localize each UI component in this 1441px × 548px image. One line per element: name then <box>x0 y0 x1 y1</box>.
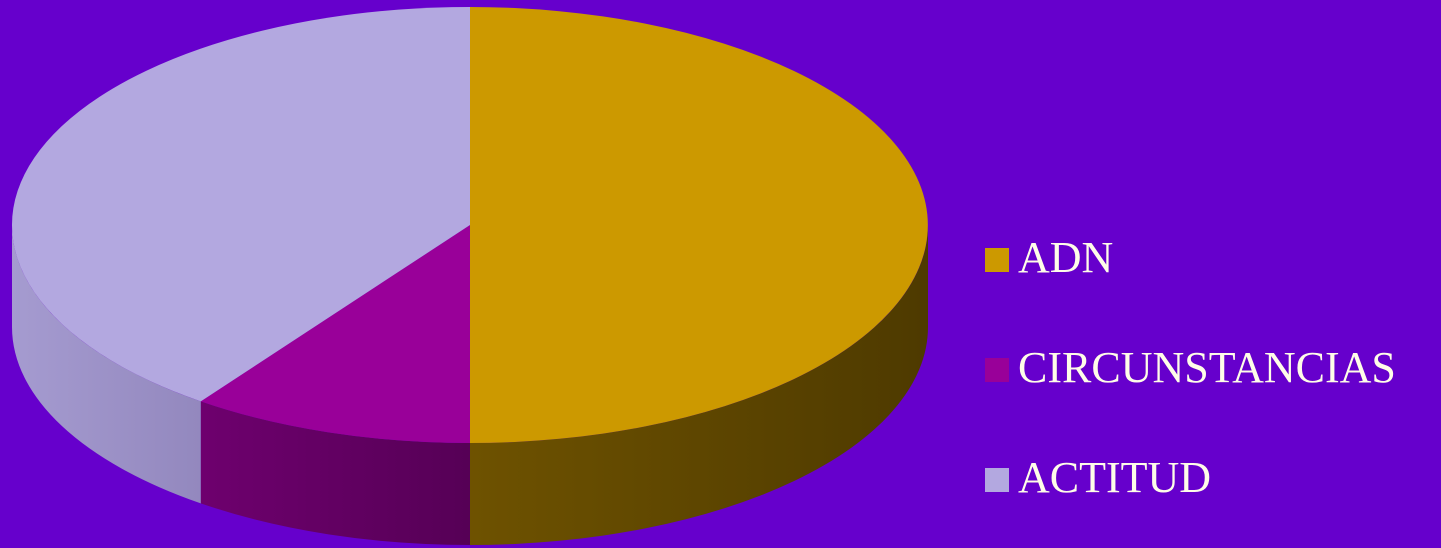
legend-label-adn: ADN <box>1018 233 1114 282</box>
legend-swatch-actitud <box>985 468 1009 492</box>
pie-slice-actitud <box>11 6 471 402</box>
pie-side-adn <box>470 225 928 545</box>
legend-swatch-circunstancias <box>985 358 1009 382</box>
legend: ADN CIRCUNSTANCIAS ACTITUD <box>985 228 1435 548</box>
pie-sides <box>11 225 928 545</box>
pie-tops <box>11 6 928 443</box>
legend-label-actitud: ACTITUD <box>1018 453 1212 502</box>
pie-slice-circunstancias <box>200 225 471 443</box>
legend-label-circunstancias: CIRCUNSTANCIAS <box>1018 343 1396 392</box>
pie-side-circunstancias <box>200 401 471 545</box>
pie-chart <box>11 6 928 545</box>
legend-item-adn: ADN <box>985 228 1435 288</box>
pie-slice-adn <box>470 7 928 443</box>
pie-side-actitud <box>11 225 201 504</box>
legend-item-actitud: ACTITUD <box>985 448 1435 508</box>
legend-item-circunstancias: CIRCUNSTANCIAS <box>985 338 1435 398</box>
legend-swatch-adn <box>985 248 1009 272</box>
